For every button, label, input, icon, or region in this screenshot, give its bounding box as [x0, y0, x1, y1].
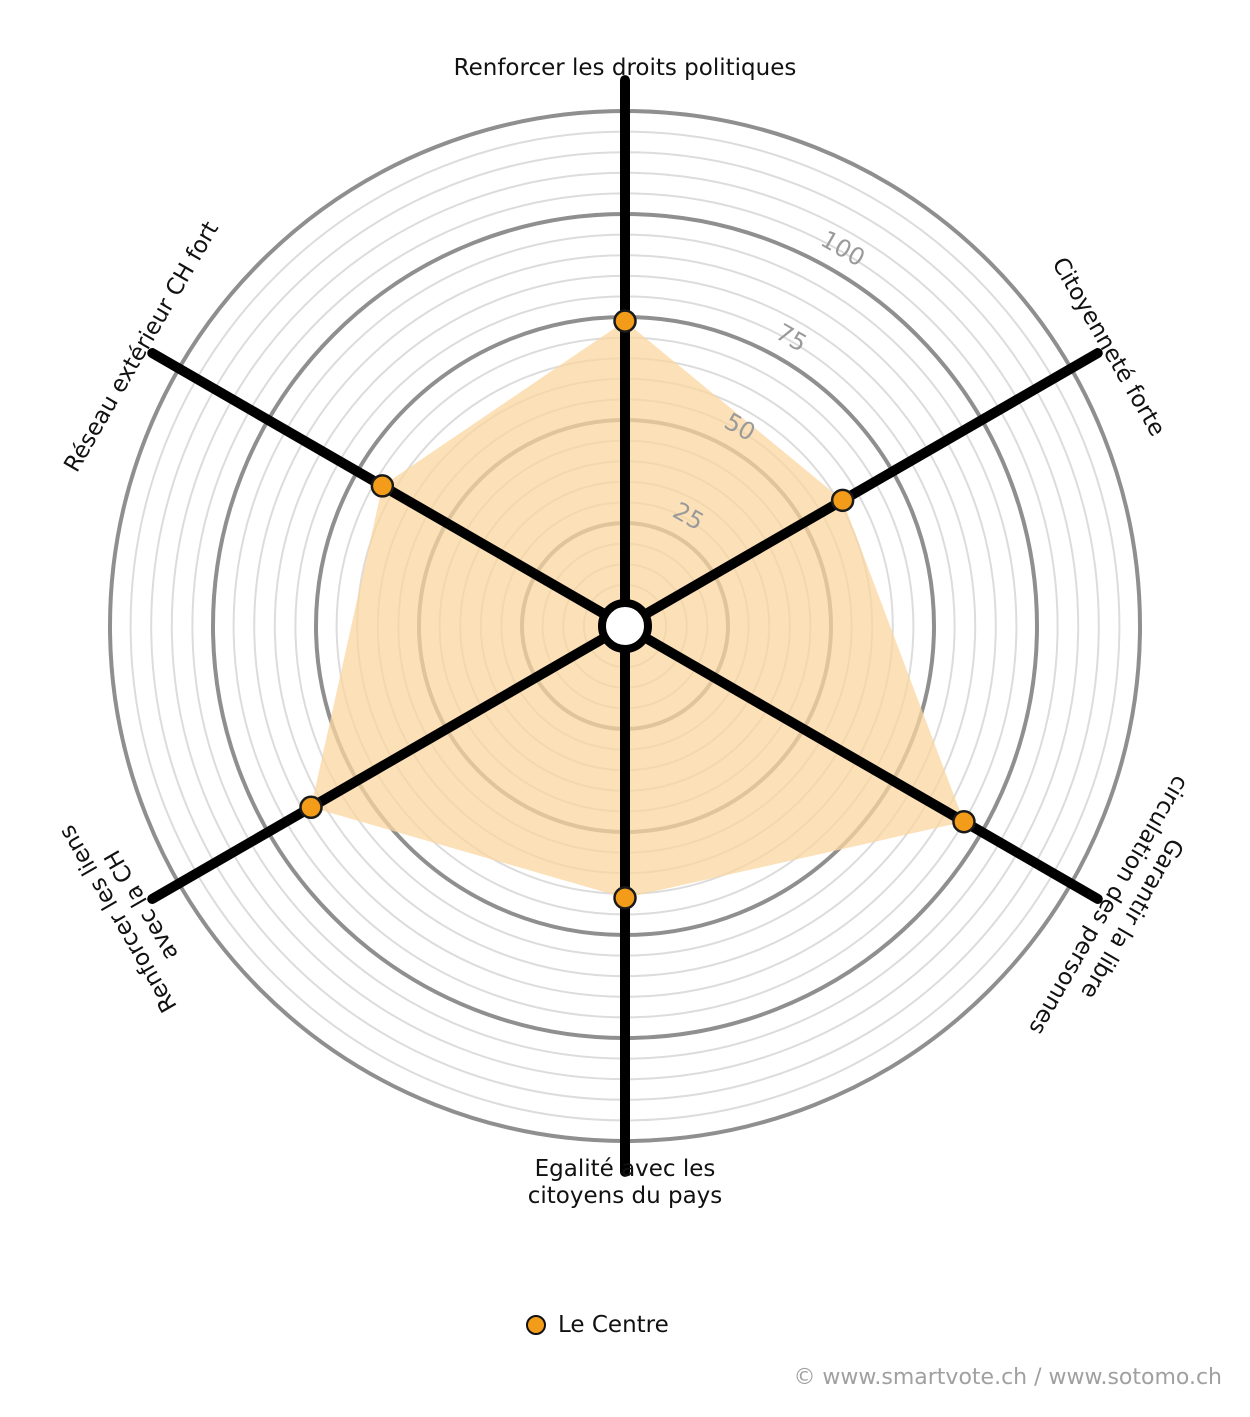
- axis-label-line: Egalité avec les: [535, 1156, 716, 1182]
- axis-label-line: citoyens du pays: [528, 1183, 723, 1209]
- axis-label-1: Citoyenneté forte: [1047, 253, 1170, 441]
- axis-label-line: Citoyenneté forte: [1047, 253, 1170, 441]
- axis-spoke-2: [620, 621, 1103, 904]
- series-points: [299, 309, 976, 910]
- center-hub: [598, 599, 652, 653]
- data-point-0: [613, 309, 637, 333]
- legend-marker-le-centre: [526, 1315, 546, 1335]
- axis-spoke-4: [147, 621, 630, 904]
- copyright-text: © www.smartvote.ch / www.sotomo.ch: [793, 1365, 1222, 1390]
- axis-label-line: circulation des personnes: [1023, 771, 1193, 1039]
- axis-spoke-1: [620, 348, 1103, 631]
- tick-label-75: 75: [771, 318, 811, 358]
- data-point-2: [952, 809, 976, 834]
- legend: Le Centre: [526, 1309, 669, 1341]
- axis-label-line: Renforcer les droits politiques: [454, 55, 797, 81]
- data-point-1: [830, 488, 855, 513]
- axis-label-0: Renforcer les droits politiques: [454, 55, 797, 81]
- data-point-4: [299, 795, 323, 820]
- legend-label-le-centre: Le Centre: [558, 1312, 669, 1338]
- data-point-5: [370, 474, 395, 498]
- axis-label-line: Réseau extérieur CH fort: [59, 217, 224, 476]
- axis-label-5: Réseau extérieur CH fort: [59, 217, 224, 476]
- data-point-3: [613, 886, 637, 910]
